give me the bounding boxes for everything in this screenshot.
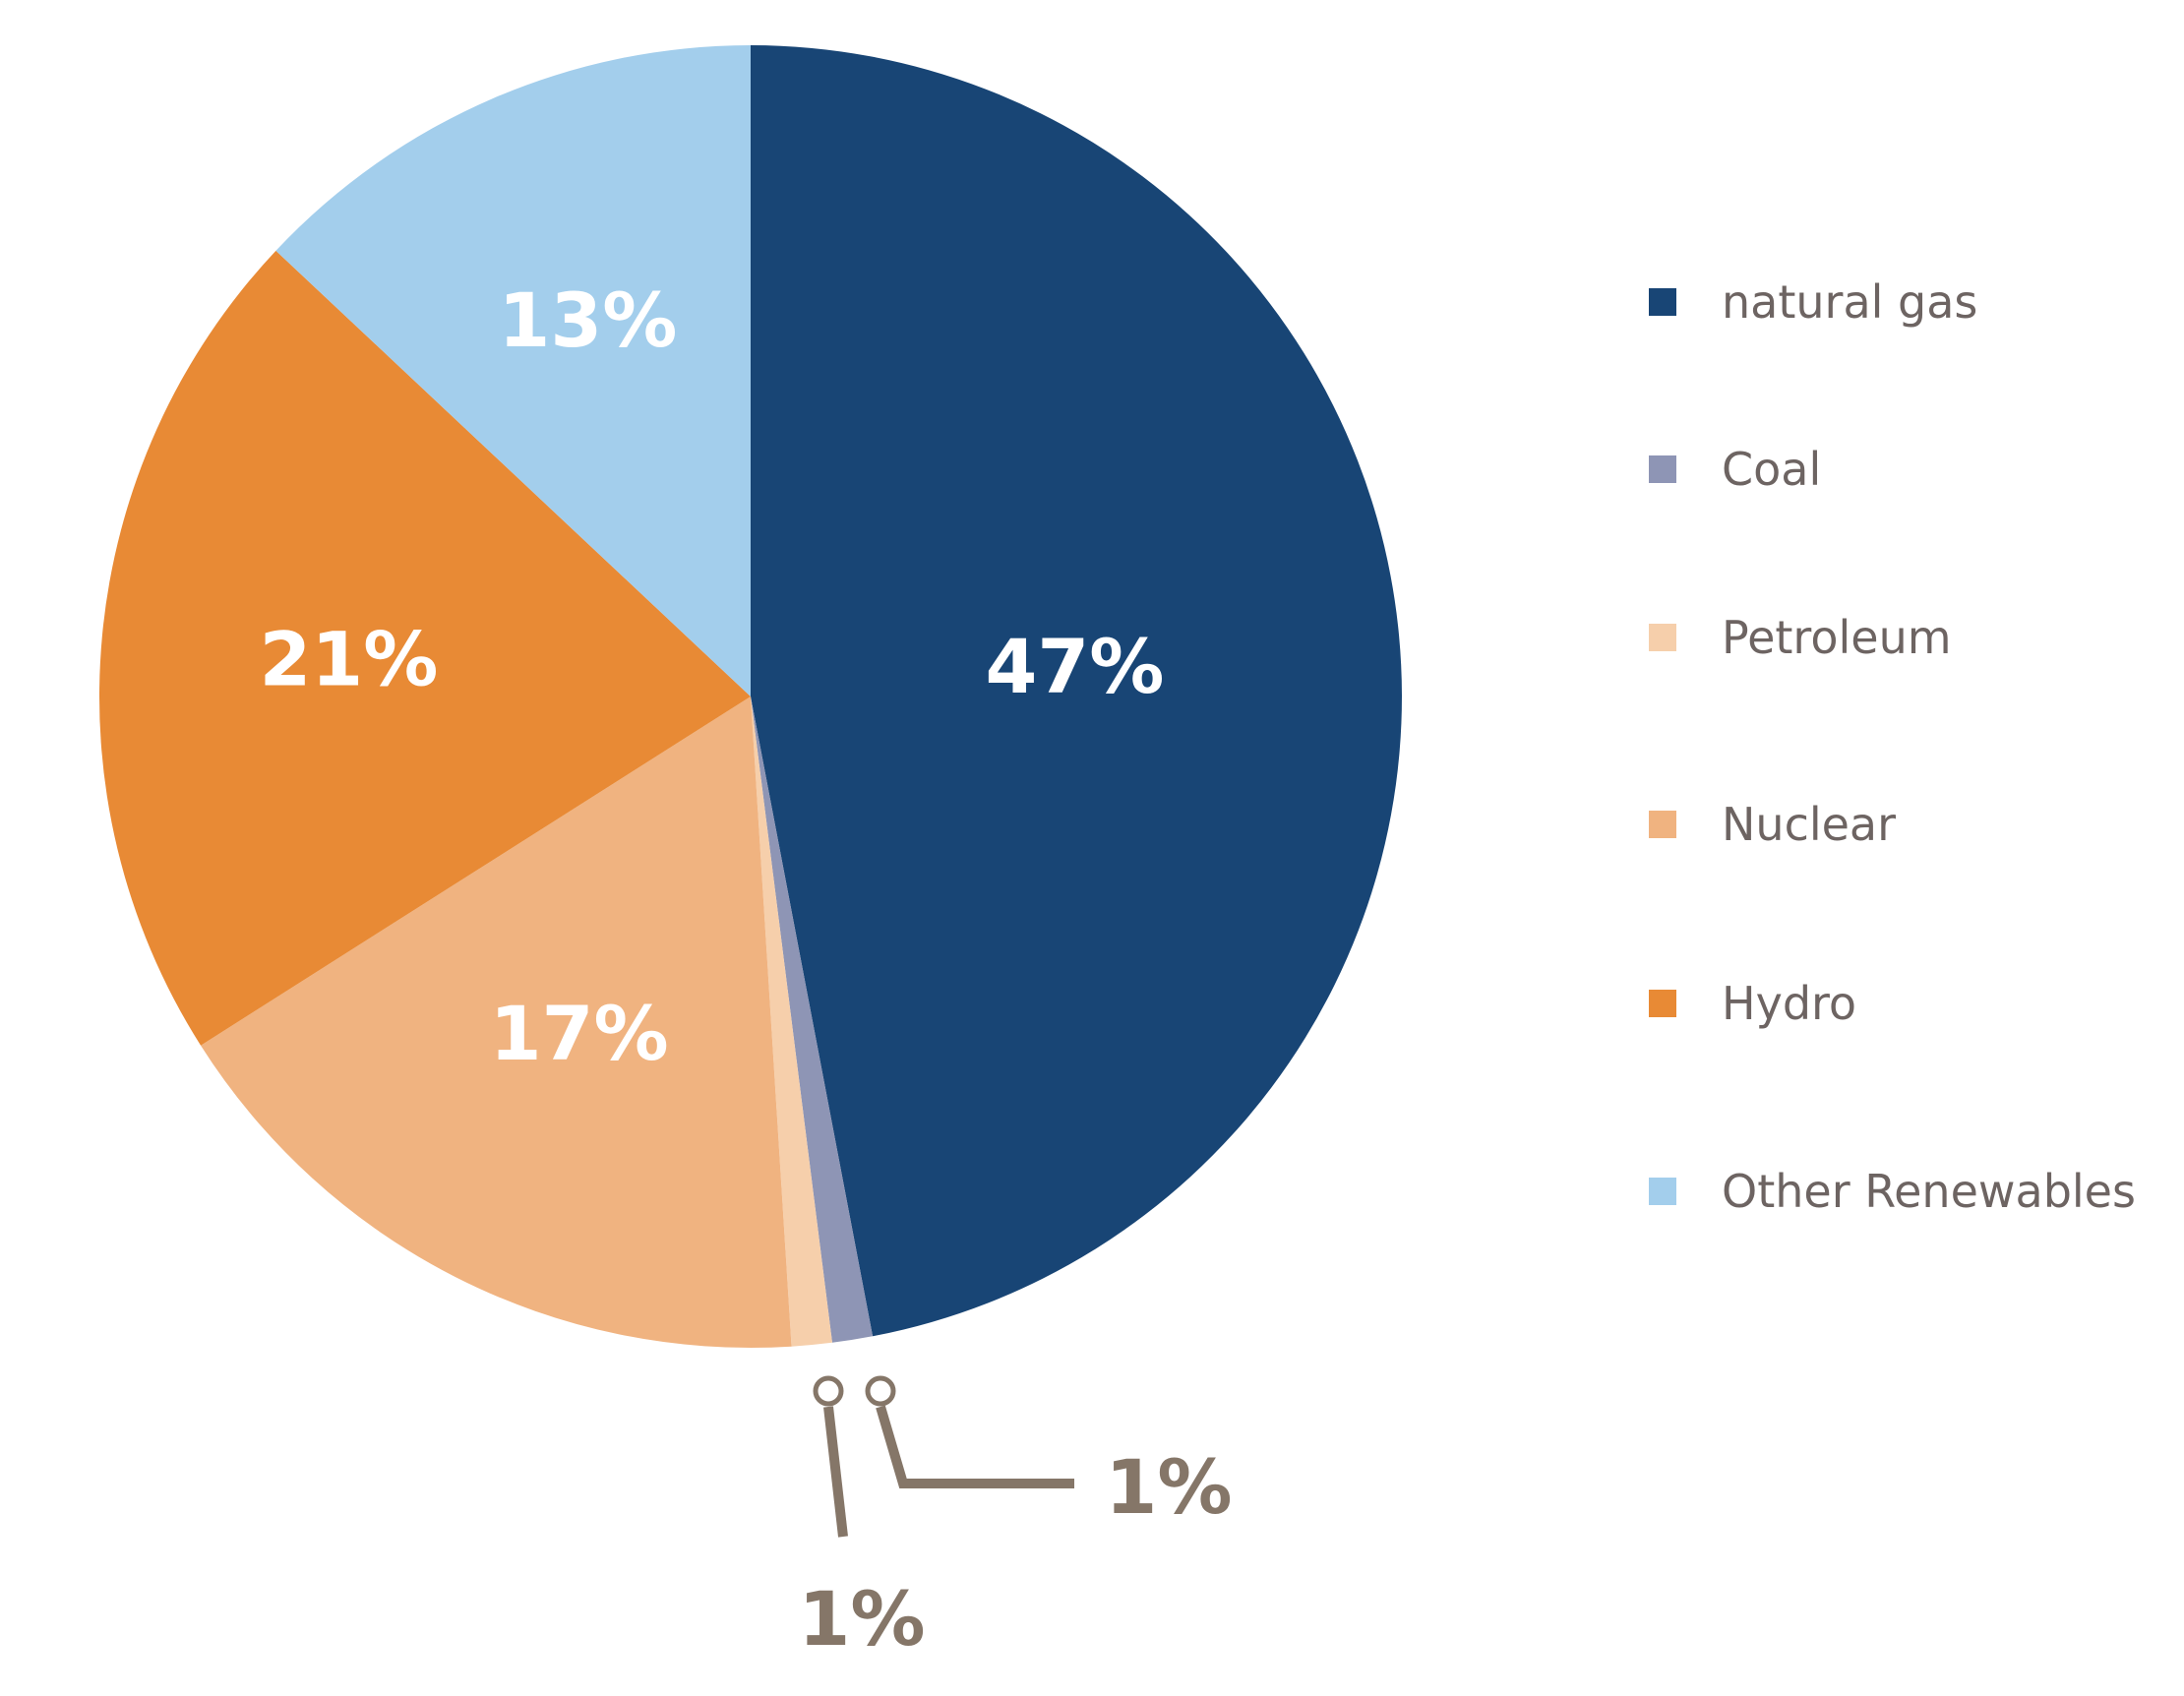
legend-swatch-nuclear bbox=[1649, 811, 1676, 838]
pie-slice-nuclear bbox=[201, 697, 792, 1348]
legend-swatch-coal bbox=[1649, 455, 1676, 483]
legend-label-coal: Coal bbox=[1722, 443, 1821, 496]
pie-slice-label-hydro: 21% bbox=[259, 615, 438, 702]
legend-swatch-natural-gas bbox=[1649, 288, 1676, 316]
legend-label-nuclear: Nuclear bbox=[1722, 798, 1896, 851]
legend-swatch-other-renewables bbox=[1649, 1178, 1676, 1205]
pie-callouts: 1% 1% bbox=[798, 1375, 1233, 1663]
legend-label-hydro: Hydro bbox=[1722, 977, 1856, 1030]
pie-slice-natural-gas bbox=[751, 45, 1402, 1337]
pie-slices bbox=[98, 45, 1402, 1348]
pie-slice-label-other-renewables: 13% bbox=[498, 276, 677, 364]
callout-dot-coal bbox=[865, 1375, 896, 1407]
legend-swatch-hydro bbox=[1649, 990, 1676, 1017]
legend-item-other-renewables: Other Renewables bbox=[1649, 1165, 2136, 1218]
legend-item-natural-gas: natural gas bbox=[1649, 275, 1977, 329]
callout-label-petroleum: 1% bbox=[798, 1575, 925, 1663]
legend-swatch-petroleum bbox=[1649, 624, 1676, 651]
pie-slice-hydro bbox=[98, 250, 751, 1046]
pie-slice-label-nuclear: 17% bbox=[490, 990, 669, 1077]
pie-slice-label-natural-gas: 47% bbox=[986, 623, 1165, 710]
legend-item-nuclear: Nuclear bbox=[1649, 798, 1896, 851]
pie-slice-labels: 47% 17% 21% 13% bbox=[259, 276, 1164, 1077]
legend-label-natural-gas: natural gas bbox=[1722, 275, 1977, 329]
legend-item-petroleum: Petroleum bbox=[1649, 611, 1952, 664]
callout-dot-petroleum bbox=[813, 1375, 844, 1407]
legend-item-hydro: Hydro bbox=[1649, 977, 1856, 1030]
pie-slice-petroleum bbox=[751, 697, 832, 1347]
pie-slice-other-renewables bbox=[275, 45, 751, 697]
pie-slice-coal bbox=[751, 697, 874, 1343]
callout-label-coal: 1% bbox=[1105, 1443, 1232, 1531]
legend-label-other-renewables: Other Renewables bbox=[1722, 1165, 2136, 1218]
legend-label-petroleum: Petroleum bbox=[1722, 611, 1952, 664]
callout-line-coal bbox=[876, 1405, 1074, 1488]
legend-item-coal: Coal bbox=[1649, 443, 1821, 496]
callout-line-petroleum bbox=[823, 1406, 848, 1538]
legend: natural gas Coal Petroleum Nuclear Hydro Othe… bbox=[1649, 275, 2136, 1218]
